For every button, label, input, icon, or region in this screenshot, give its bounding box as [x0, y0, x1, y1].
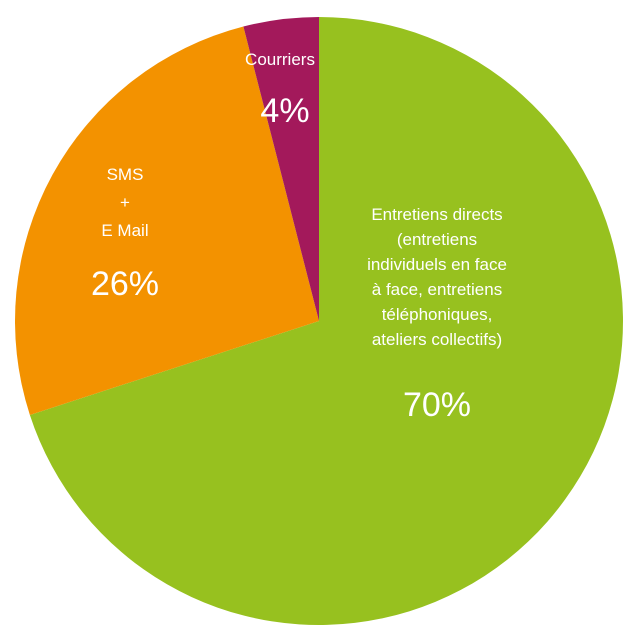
slice-label-entretiens-directs: Entretiens directs (entretiens individue… — [367, 205, 507, 424]
slice-label-line: (entretiens — [397, 230, 477, 249]
slice-label-line: téléphoniques, — [382, 305, 493, 324]
slice-label-line: + — [120, 193, 130, 212]
pie-slices — [15, 16, 624, 625]
slice-value-label: 70% — [403, 386, 471, 424]
slice-value-label: 26% — [91, 265, 159, 303]
slice-label-line: SMS — [107, 165, 144, 184]
slice-label-line: Entretiens directs — [371, 205, 502, 224]
slice-label-line: Courriers — [245, 50, 315, 69]
slice-label-line: à face, entretiens — [372, 280, 502, 299]
slice-label-line: E Mail — [101, 221, 148, 240]
pie-slice-2 — [243, 17, 319, 321]
slice-value-label: 4% — [260, 92, 309, 130]
slice-label-courriers: Courriers 4% — [245, 50, 315, 130]
slice-label-line: individuels en face — [367, 255, 507, 274]
pie-slice-0 — [29, 16, 624, 625]
slice-label-sms-email: SMS + E Mail 26% — [91, 165, 159, 303]
pie-slice-1 — [15, 26, 320, 415]
slice-label-line: ateliers collectifs) — [372, 330, 502, 349]
